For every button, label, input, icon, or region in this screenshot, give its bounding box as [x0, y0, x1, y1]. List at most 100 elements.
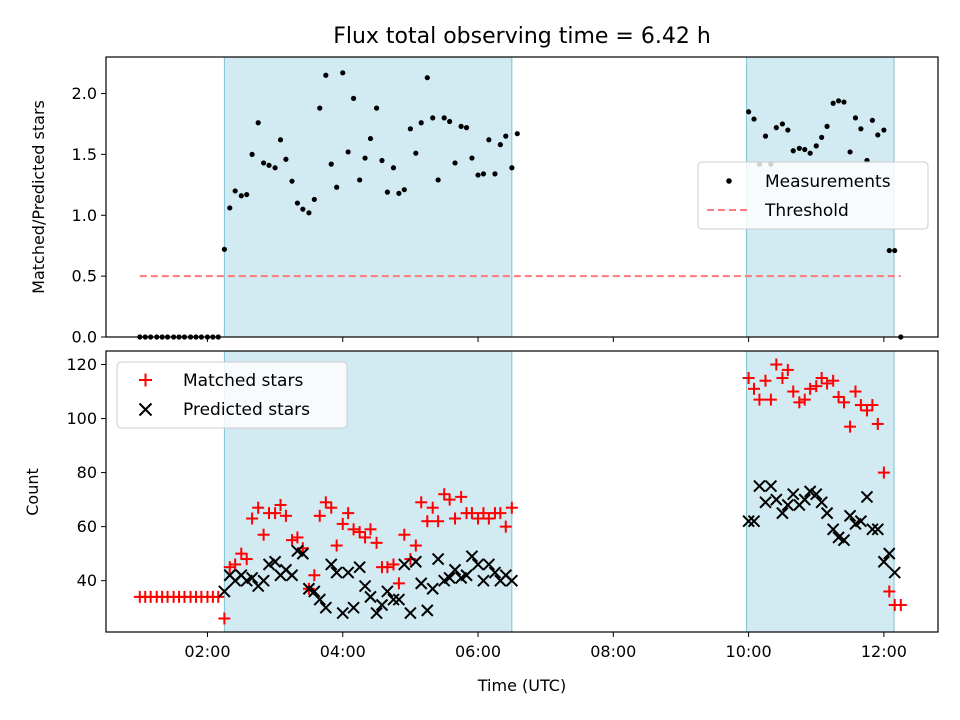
measurement-point — [424, 75, 430, 81]
predicted-stars-point — [353, 560, 366, 574]
measurement-point — [221, 246, 227, 252]
predicted-stars-point — [742, 515, 755, 528]
count-panel-frame — [105, 350, 939, 633]
count-legend-box — [116, 361, 348, 429]
matched-stars-point — [832, 390, 845, 403]
matched-stars-point — [505, 501, 518, 514]
matched-stars-point — [269, 507, 282, 520]
measurement-point — [317, 105, 323, 111]
matched-stars-point — [472, 512, 485, 525]
measurement-point — [486, 137, 492, 143]
matched-stars-point — [477, 507, 490, 520]
count-panel: 40 60 80 100 120 02:00 04:00 06:00 08:00 10:00 12:… — [23, 350, 939, 695]
matched-stars-point — [455, 490, 468, 503]
matched-stars-point — [330, 539, 343, 552]
measurement-point — [390, 165, 397, 171]
x-axis-label: Time (UTC) — [477, 676, 566, 695]
measurement-point — [249, 151, 255, 157]
matched-stars-point — [381, 561, 394, 574]
count-y-tick-label: 80 — [77, 463, 97, 482]
count-y-label: Count — [23, 468, 42, 516]
matched-stars-point — [308, 569, 321, 582]
measurement-point — [289, 178, 295, 184]
measurement-point — [367, 135, 374, 142]
matched-stars-point — [837, 396, 850, 409]
measurement-point — [751, 116, 757, 122]
predicted-stars-point — [404, 606, 417, 620]
predicted-stars-point — [330, 566, 343, 579]
measurement-point — [277, 137, 284, 143]
legend-threshold-label: Threshold — [764, 201, 849, 221]
predicted-stars-point — [443, 571, 456, 585]
matched-stars-point — [770, 358, 783, 371]
matched-stars-point — [810, 380, 823, 393]
x-tick-label: 08:00 — [590, 642, 636, 661]
legend-predicted-label: Predicted stars — [183, 400, 310, 420]
predicted-stars-point — [803, 485, 817, 498]
matched-stars-point — [894, 598, 907, 611]
matched-stars-point — [342, 507, 355, 520]
predicted-stars-point — [364, 590, 377, 604]
measurement-point — [334, 184, 340, 190]
predicted-stars-point — [888, 566, 901, 579]
predicted-stars-point — [883, 547, 896, 560]
matched-stars-point — [392, 577, 405, 590]
predicted-stars-point — [837, 533, 851, 547]
predicted-stars-point — [398, 558, 411, 571]
matched-stars-point — [426, 501, 439, 514]
measurement-point — [373, 105, 380, 111]
predicted-stars-point — [262, 558, 276, 571]
matched-stars-point — [240, 553, 253, 566]
count-y-tick-label: 60 — [77, 517, 97, 536]
matched-stars-point — [827, 374, 840, 387]
measurement-point — [227, 205, 233, 211]
measurement-point — [785, 127, 791, 133]
matched-stars-point — [443, 493, 456, 506]
predicted-stars-point — [409, 555, 423, 568]
measurement-point — [238, 193, 244, 199]
predicted-stars-point — [296, 547, 310, 560]
ratio-y-tick-label: 0.0 — [72, 328, 97, 347]
matched-stars-point — [353, 526, 366, 539]
measurement-point — [244, 191, 250, 198]
measurement-point — [514, 131, 520, 137]
measurement-point — [858, 126, 864, 132]
matched-stars-point — [336, 517, 349, 530]
matched-stars-point — [753, 393, 766, 406]
measurement-point — [441, 115, 447, 121]
measurement-point — [746, 109, 752, 115]
measurement-point — [841, 99, 847, 105]
predicted-stars-point — [764, 479, 778, 493]
matched-stars-point — [821, 377, 834, 390]
matched-stars-point — [438, 488, 451, 501]
measurement-point — [475, 172, 481, 178]
measurement-point — [379, 157, 385, 164]
ratio-y-tick-label: 1.0 — [72, 206, 97, 225]
legend-measurements-label: Measurements — [765, 172, 891, 192]
measurement-point — [790, 148, 796, 154]
measurement-point — [435, 177, 441, 183]
matched-stars-point — [482, 512, 495, 525]
measurement-point — [503, 133, 509, 139]
measurement-point — [802, 146, 808, 153]
measurement-point — [458, 123, 464, 129]
matched-stars-point — [742, 372, 755, 385]
predicted-stars-point — [375, 598, 389, 612]
matched-stars-point — [871, 417, 884, 430]
measurement-point — [306, 210, 312, 216]
x-tick-label: 06:00 — [455, 642, 501, 661]
predicted-stars-point — [843, 509, 857, 523]
measurement-point — [463, 125, 470, 131]
predicted-stars-point — [245, 571, 259, 585]
predicted-stars-point — [488, 566, 502, 579]
matched-stars-point — [364, 523, 377, 536]
measurement-point — [294, 200, 301, 206]
predicted-stars-point — [815, 496, 828, 509]
matched-stars-point — [877, 466, 890, 479]
predicted-stars-point — [505, 574, 519, 587]
ratio-shaded-interval — [224, 57, 512, 337]
ratio-y-tick-label: 2.0 — [72, 84, 97, 103]
count-legend: Matched stars Predicted stars — [116, 361, 348, 429]
matched-stars-point — [748, 382, 761, 395]
measurement-point — [813, 143, 819, 149]
